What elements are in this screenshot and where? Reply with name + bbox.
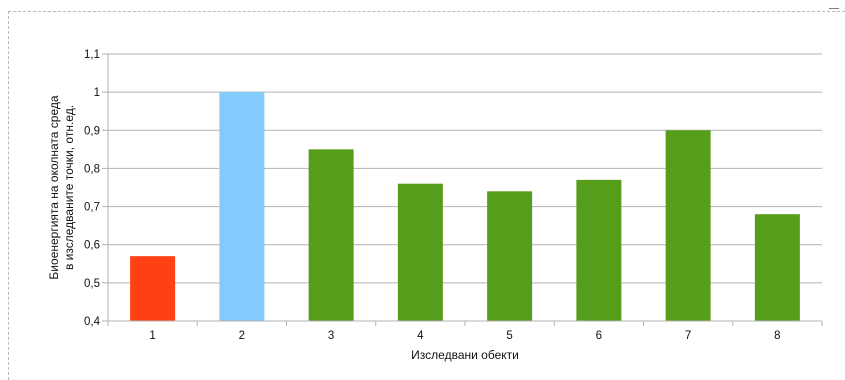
x-tick-label: 1 xyxy=(149,330,155,342)
x-tick-labels: 1 2 3 4 5 6 7 8 xyxy=(149,330,780,342)
page-frame-corner xyxy=(829,0,839,9)
y-tick-label: 1 xyxy=(94,87,100,99)
x-tick-label: 2 xyxy=(239,330,245,342)
gridlines xyxy=(102,53,823,326)
y-tick-label: 0,6 xyxy=(84,240,100,252)
x-tick-label: 3 xyxy=(328,330,334,342)
bar xyxy=(130,256,176,321)
bar xyxy=(487,191,533,321)
bar xyxy=(397,183,443,321)
x-tick-label: 8 xyxy=(774,330,780,342)
x-tick-label: 6 xyxy=(596,330,602,342)
y-axis-title-line-1: Биоенергията на околната среда xyxy=(47,95,61,279)
bar xyxy=(308,149,354,321)
x-tick-label: 5 xyxy=(506,330,512,342)
y-tick-label: 0,4 xyxy=(84,316,101,328)
bar xyxy=(665,130,711,321)
bar xyxy=(219,92,265,322)
x-tick-label: 4 xyxy=(417,330,424,342)
y-tick-label: 0,5 xyxy=(84,278,100,290)
bar xyxy=(576,179,622,321)
x-tick-label: 7 xyxy=(685,330,691,342)
y-tick-label: 0,8 xyxy=(84,163,100,175)
page-frame-top xyxy=(8,11,845,12)
bars xyxy=(130,92,800,322)
bar xyxy=(754,214,800,321)
axes xyxy=(107,54,822,322)
y-tick-label: 1,1 xyxy=(84,49,100,61)
y-axis-title-line-2: в изследваните точки, отн.ед. xyxy=(62,105,76,270)
page-frame-left xyxy=(8,11,9,380)
y-tick-label: 0,9 xyxy=(84,125,100,137)
y-axis-title: Биоенергията на околната среда в изследв… xyxy=(47,95,76,279)
y-tick-labels: 0,4 0,5 0,6 0,7 0,8 0,9 1 1,1 xyxy=(84,49,101,328)
x-axis-title: Изследвани обекти xyxy=(411,348,519,362)
y-tick-label: 0,7 xyxy=(84,202,100,214)
